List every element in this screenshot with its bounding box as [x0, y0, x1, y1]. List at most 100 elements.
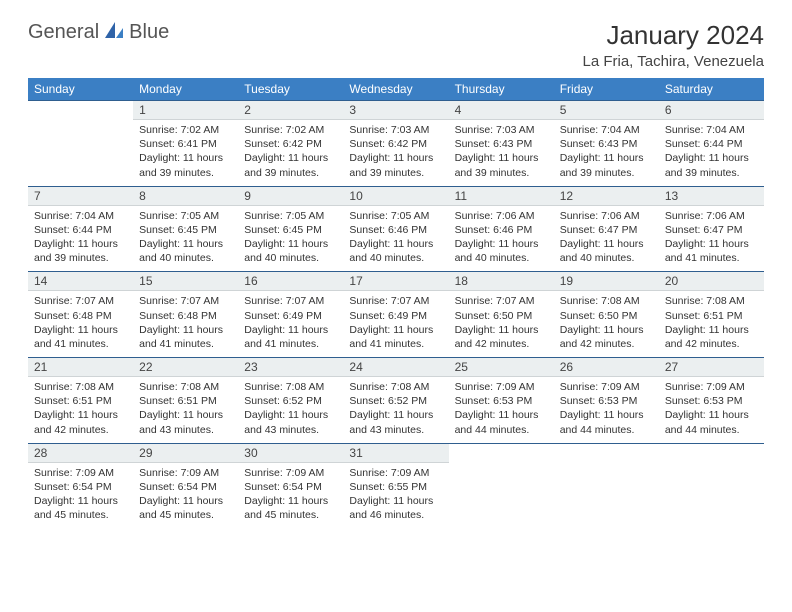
sunset-line: Sunset: 6:54 PM	[139, 480, 232, 494]
day-number-cell: 31	[343, 443, 448, 462]
sunset-line: Sunset: 6:43 PM	[455, 137, 548, 151]
sunrise-line: Sunrise: 7:09 AM	[139, 466, 232, 480]
day-number-row: 21222324252627	[28, 358, 764, 377]
day-number-cell: 23	[238, 358, 343, 377]
day-number-cell	[554, 443, 659, 462]
daylight-line-1: Daylight: 11 hours	[349, 408, 442, 422]
daylight-line-2: and 39 minutes.	[560, 166, 653, 180]
daylight-line-2: and 39 minutes.	[665, 166, 758, 180]
day-number-cell: 24	[343, 358, 448, 377]
sunrise-line: Sunrise: 7:02 AM	[139, 123, 232, 137]
day-of-week-header: Wednesday	[343, 78, 448, 101]
sunrise-line: Sunrise: 7:09 AM	[244, 466, 337, 480]
day-number-cell: 7	[28, 186, 133, 205]
sunrise-line: Sunrise: 7:04 AM	[665, 123, 758, 137]
calendar-body: 123456 Sunrise: 7:02 AMSunset: 6:41 PMDa…	[28, 101, 764, 529]
day-data-cell: Sunrise: 7:08 AMSunset: 6:51 PMDaylight:…	[133, 377, 238, 444]
day-number-cell: 28	[28, 443, 133, 462]
day-number-cell: 13	[659, 186, 764, 205]
daylight-line-2: and 45 minutes.	[244, 508, 337, 522]
day-data-cell: Sunrise: 7:08 AMSunset: 6:52 PMDaylight:…	[238, 377, 343, 444]
day-number-cell: 20	[659, 272, 764, 291]
day-data-cell: Sunrise: 7:06 AMSunset: 6:47 PMDaylight:…	[659, 205, 764, 272]
sunrise-line: Sunrise: 7:09 AM	[349, 466, 442, 480]
header: General Blue January 2024 La Fria, Tachi…	[28, 20, 764, 70]
calendar-table: SundayMondayTuesdayWednesdayThursdayFrid…	[28, 78, 764, 528]
sunrise-line: Sunrise: 7:06 AM	[665, 209, 758, 223]
day-data-cell: Sunrise: 7:03 AMSunset: 6:43 PMDaylight:…	[449, 120, 554, 187]
sunset-line: Sunset: 6:49 PM	[349, 309, 442, 323]
sunset-line: Sunset: 6:49 PM	[244, 309, 337, 323]
day-data-cell: Sunrise: 7:07 AMSunset: 6:48 PMDaylight:…	[133, 291, 238, 358]
day-number-row: 28293031	[28, 443, 764, 462]
daylight-line-2: and 44 minutes.	[455, 423, 548, 437]
daylight-line-1: Daylight: 11 hours	[349, 151, 442, 165]
day-data-cell: Sunrise: 7:09 AMSunset: 6:53 PMDaylight:…	[449, 377, 554, 444]
day-of-week-header: Tuesday	[238, 78, 343, 101]
brand-part2: Blue	[129, 21, 169, 44]
sail-icon	[103, 20, 125, 45]
sunset-line: Sunset: 6:54 PM	[244, 480, 337, 494]
daylight-line-2: and 39 minutes.	[455, 166, 548, 180]
day-number-cell: 14	[28, 272, 133, 291]
daylight-line-2: and 42 minutes.	[665, 337, 758, 351]
day-data-cell: Sunrise: 7:02 AMSunset: 6:41 PMDaylight:…	[133, 120, 238, 187]
sunrise-line: Sunrise: 7:07 AM	[244, 294, 337, 308]
sunrise-line: Sunrise: 7:05 AM	[349, 209, 442, 223]
day-number-cell: 15	[133, 272, 238, 291]
daylight-line-1: Daylight: 11 hours	[349, 323, 442, 337]
daylight-line-1: Daylight: 11 hours	[34, 237, 127, 251]
sunset-line: Sunset: 6:50 PM	[560, 309, 653, 323]
sunrise-line: Sunrise: 7:02 AM	[244, 123, 337, 137]
daylight-line-2: and 46 minutes.	[349, 508, 442, 522]
sunset-line: Sunset: 6:47 PM	[560, 223, 653, 237]
daylight-line-2: and 44 minutes.	[665, 423, 758, 437]
day-data-cell	[28, 120, 133, 187]
daylight-line-2: and 43 minutes.	[349, 423, 442, 437]
daylight-line-1: Daylight: 11 hours	[665, 323, 758, 337]
sunset-line: Sunset: 6:46 PM	[455, 223, 548, 237]
sunrise-line: Sunrise: 7:04 AM	[34, 209, 127, 223]
day-data-cell: Sunrise: 7:09 AMSunset: 6:54 PMDaylight:…	[133, 462, 238, 528]
daylight-line-1: Daylight: 11 hours	[139, 323, 232, 337]
sunset-line: Sunset: 6:48 PM	[139, 309, 232, 323]
sunrise-line: Sunrise: 7:04 AM	[560, 123, 653, 137]
daylight-line-1: Daylight: 11 hours	[139, 408, 232, 422]
daylight-line-1: Daylight: 11 hours	[560, 408, 653, 422]
day-number-cell: 11	[449, 186, 554, 205]
day-number-cell: 29	[133, 443, 238, 462]
sunrise-line: Sunrise: 7:05 AM	[139, 209, 232, 223]
daylight-line-1: Daylight: 11 hours	[244, 408, 337, 422]
day-number-cell: 17	[343, 272, 448, 291]
daylight-line-1: Daylight: 11 hours	[455, 151, 548, 165]
day-of-week-header: Thursday	[449, 78, 554, 101]
sunrise-line: Sunrise: 7:07 AM	[349, 294, 442, 308]
day-number-cell: 21	[28, 358, 133, 377]
month-title: January 2024	[582, 20, 764, 51]
day-data-cell: Sunrise: 7:08 AMSunset: 6:51 PMDaylight:…	[28, 377, 133, 444]
daylight-line-1: Daylight: 11 hours	[665, 408, 758, 422]
day-data-cell: Sunrise: 7:08 AMSunset: 6:50 PMDaylight:…	[554, 291, 659, 358]
day-number-cell: 10	[343, 186, 448, 205]
day-of-week-header: Friday	[554, 78, 659, 101]
daylight-line-2: and 41 minutes.	[665, 251, 758, 265]
day-data-cell: Sunrise: 7:04 AMSunset: 6:44 PMDaylight:…	[28, 205, 133, 272]
daylight-line-1: Daylight: 11 hours	[244, 151, 337, 165]
day-number-row: 78910111213	[28, 186, 764, 205]
daylight-line-2: and 41 minutes.	[244, 337, 337, 351]
day-number-cell: 5	[554, 101, 659, 120]
sunrise-line: Sunrise: 7:08 AM	[244, 380, 337, 394]
daylight-line-2: and 45 minutes.	[34, 508, 127, 522]
day-number-cell: 18	[449, 272, 554, 291]
day-data-cell: Sunrise: 7:06 AMSunset: 6:47 PMDaylight:…	[554, 205, 659, 272]
day-data-cell: Sunrise: 7:05 AMSunset: 6:45 PMDaylight:…	[133, 205, 238, 272]
day-of-week-row: SundayMondayTuesdayWednesdayThursdayFrid…	[28, 78, 764, 101]
sunset-line: Sunset: 6:51 PM	[34, 394, 127, 408]
sunset-line: Sunset: 6:44 PM	[34, 223, 127, 237]
day-data-row: Sunrise: 7:07 AMSunset: 6:48 PMDaylight:…	[28, 291, 764, 358]
sunset-line: Sunset: 6:48 PM	[34, 309, 127, 323]
daylight-line-2: and 43 minutes.	[244, 423, 337, 437]
sunset-line: Sunset: 6:51 PM	[665, 309, 758, 323]
sunrise-line: Sunrise: 7:08 AM	[560, 294, 653, 308]
day-of-week-header: Sunday	[28, 78, 133, 101]
